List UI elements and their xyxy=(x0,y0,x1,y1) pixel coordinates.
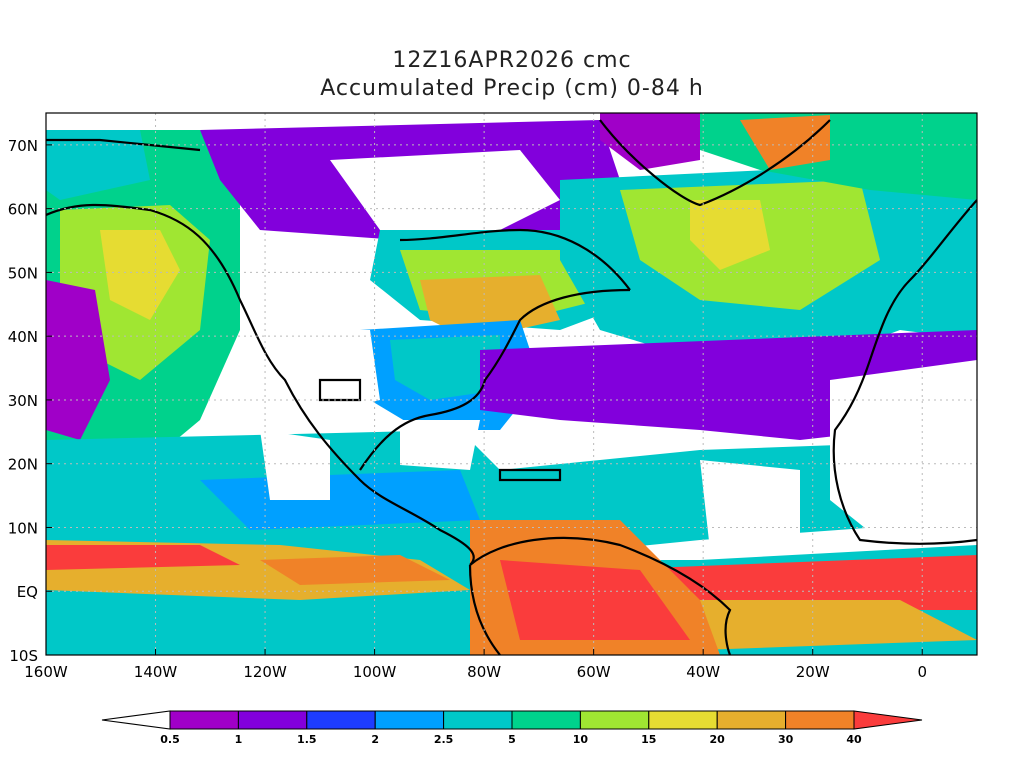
colorbar-box xyxy=(511,710,581,730)
colorbar-box xyxy=(648,710,718,730)
lon-tick-label: 80W xyxy=(467,663,501,681)
colorbar-level-label: 10 xyxy=(573,733,589,746)
lon-tick-label: 0 xyxy=(917,663,927,681)
colorbar-level-label: 1 xyxy=(235,733,243,746)
plot-frame xyxy=(45,112,978,656)
colorbar-box xyxy=(237,710,308,730)
colorbar-box xyxy=(374,710,445,730)
graticule xyxy=(46,113,977,655)
lat-tick-label: 10S xyxy=(9,647,38,665)
chart-subtitle: Accumulated Precip (cm) 0-84 h xyxy=(320,76,704,101)
lat-tick-label: 40N xyxy=(8,328,38,346)
colorbar-level-label: 2 xyxy=(371,733,379,746)
colorbar-high-arrow xyxy=(853,710,923,730)
colorbar-level-label: 1.5 xyxy=(297,733,317,746)
colorbar-level-label: 30 xyxy=(778,733,794,746)
lon-tick-label: 140W xyxy=(134,663,178,681)
lat-tick-label: 30N xyxy=(8,392,38,410)
lat-tick-label: 50N xyxy=(8,264,38,282)
colorbar-level-label: 15 xyxy=(641,733,656,746)
lat-tick-label: 20N xyxy=(8,456,38,474)
colorbar-level-label: 0.5 xyxy=(160,733,180,746)
colorbar-box xyxy=(785,710,855,730)
lon-tick-label: 120W xyxy=(243,663,287,681)
colorbar-box xyxy=(716,710,787,730)
lon-tick-label: 20W xyxy=(796,663,830,681)
colorbar-level-label: 2.5 xyxy=(434,733,454,746)
colorbar-low-arrow xyxy=(101,710,171,730)
colorbar-level-label: 20 xyxy=(710,733,726,746)
lat-tick-label: 10N xyxy=(8,519,38,537)
lon-tick-label: 100W xyxy=(353,663,397,681)
lon-labels: 160W 140W 120W 100W 80W 60W 40W 20W 0 xyxy=(24,649,927,681)
colorbar-level-label: 40 xyxy=(846,733,862,746)
colorbar-level-label: 5 xyxy=(508,733,516,746)
lat-tick-label: 70N xyxy=(8,137,38,155)
lat-labels: 70N 60N 50N 40N 30N 20N 10N EQ 10S xyxy=(8,137,52,665)
colorbar-box xyxy=(306,710,376,730)
lat-tick-label: EQ xyxy=(17,583,38,601)
lat-tick-label: 60N xyxy=(8,201,38,219)
colorbar-box xyxy=(169,710,239,730)
lon-tick-label: 160W xyxy=(24,663,68,681)
chart-title: 12Z16APR2026 cmc xyxy=(392,48,632,73)
precip-field xyxy=(46,113,977,655)
colorbar-box xyxy=(443,710,513,730)
lon-tick-label: 40W xyxy=(686,663,720,681)
lon-tick-label: 60W xyxy=(577,663,611,681)
colorbar-box xyxy=(579,710,650,730)
